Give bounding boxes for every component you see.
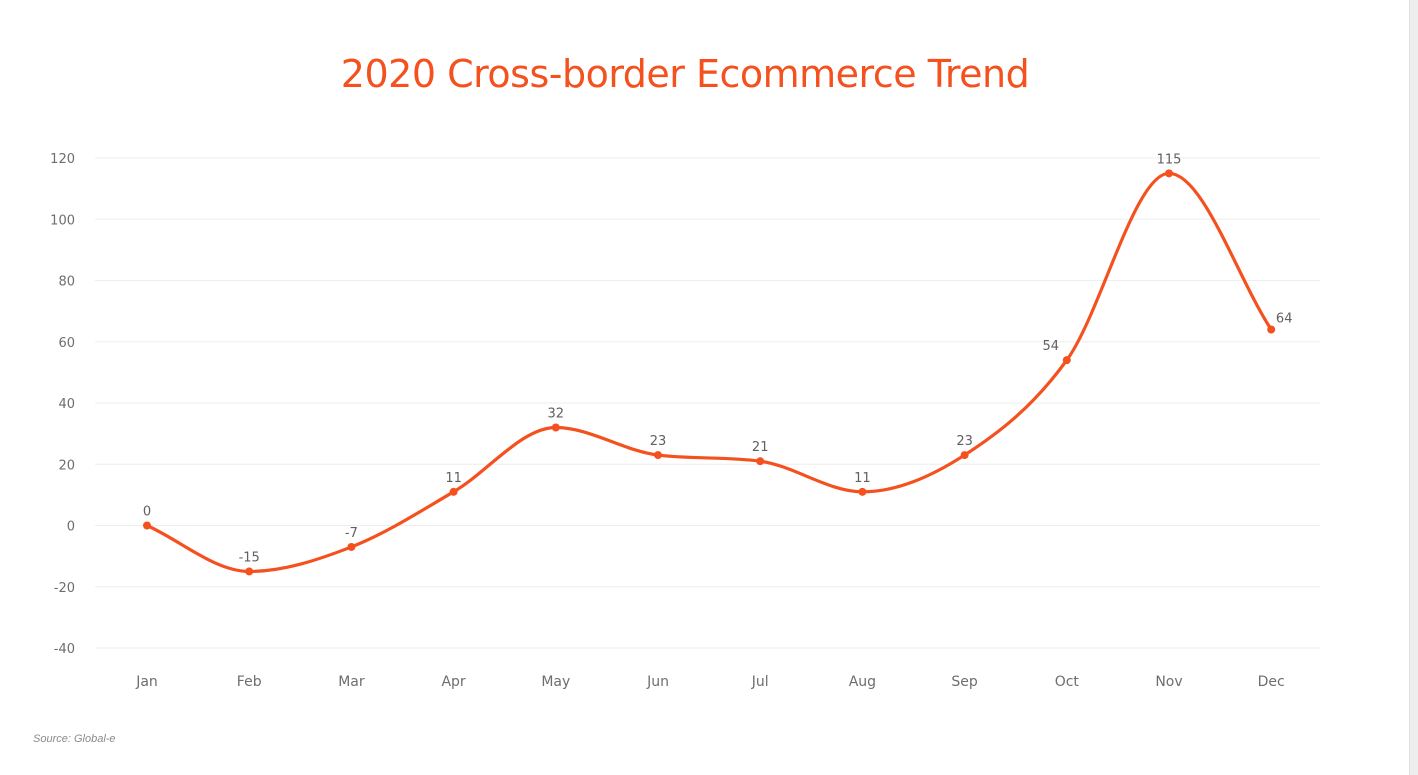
data-label: 21 bbox=[752, 440, 769, 455]
data-label: 115 bbox=[1157, 152, 1182, 167]
chart-title: 2020 Cross-border Ecommerce Trend bbox=[340, 52, 1030, 96]
y-tick-label: 40 bbox=[58, 397, 75, 412]
y-tick-label: 120 bbox=[50, 152, 75, 167]
x-axis-tick-labels: Jan Feb Mar Apr May Jun Jul Aug Sep Oct Nov Dec bbox=[135, 674, 1285, 690]
data-point bbox=[449, 487, 458, 496]
y-tick-label: 80 bbox=[58, 275, 75, 290]
x-tick-label: Sep bbox=[951, 674, 978, 690]
y-tick-label: 100 bbox=[50, 213, 75, 228]
data-label: 54 bbox=[1043, 339, 1060, 354]
x-tick-label: Feb bbox=[237, 674, 262, 690]
data-points bbox=[143, 169, 1276, 576]
data-point bbox=[756, 457, 765, 466]
data-point bbox=[347, 542, 356, 551]
data-label: 32 bbox=[548, 407, 565, 422]
x-tick-label: Oct bbox=[1055, 674, 1080, 690]
data-point bbox=[654, 451, 662, 460]
x-tick-label: Jan bbox=[135, 674, 158, 690]
gridlines bbox=[95, 157, 1320, 649]
y-tick-label: 0 bbox=[67, 520, 75, 535]
data-point bbox=[551, 423, 560, 432]
data-point bbox=[1267, 325, 1276, 334]
data-label: -15 bbox=[239, 550, 260, 565]
x-tick-label: Apr bbox=[441, 674, 465, 690]
y-axis-tick-labels: -40 -20 0 20 40 60 80 100 120 bbox=[50, 152, 75, 657]
data-labels: 0 -15 -7 11 32 23 21 11 23 54 115 64 bbox=[143, 152, 1293, 565]
data-label: 64 bbox=[1276, 312, 1293, 327]
data-point bbox=[858, 487, 867, 496]
window-edge bbox=[1409, 0, 1418, 775]
data-point bbox=[1165, 169, 1173, 178]
x-tick-label: May bbox=[541, 674, 570, 690]
data-label: 23 bbox=[650, 434, 667, 449]
data-label: 11 bbox=[854, 471, 871, 486]
y-tick-label: -20 bbox=[54, 581, 75, 596]
data-point bbox=[960, 451, 969, 460]
data-point bbox=[245, 567, 254, 576]
x-tick-label: Mar bbox=[338, 674, 365, 690]
data-label: 0 bbox=[143, 505, 151, 520]
x-tick-label: Dec bbox=[1258, 674, 1285, 690]
data-label: 23 bbox=[956, 434, 973, 449]
y-tick-label: 60 bbox=[58, 336, 75, 351]
series-line bbox=[145, 171, 1273, 574]
x-tick-label: Nov bbox=[1155, 674, 1182, 690]
line-chart: -40 -20 0 20 40 60 80 100 120 Jan Feb Mar Apr May Jun… bbox=[50, 152, 1320, 690]
data-point bbox=[143, 521, 151, 530]
data-point bbox=[1062, 356, 1071, 365]
data-label: -7 bbox=[345, 526, 358, 541]
source-note: Source: Global-e bbox=[33, 733, 116, 745]
x-tick-label: Jul bbox=[751, 674, 769, 690]
series-line-path bbox=[145, 171, 1273, 574]
x-tick-label: Aug bbox=[849, 674, 876, 690]
y-tick-label: -40 bbox=[54, 642, 75, 657]
data-label: 11 bbox=[445, 471, 462, 486]
y-tick-label: 20 bbox=[58, 458, 75, 473]
x-tick-label: Jun bbox=[646, 674, 669, 690]
